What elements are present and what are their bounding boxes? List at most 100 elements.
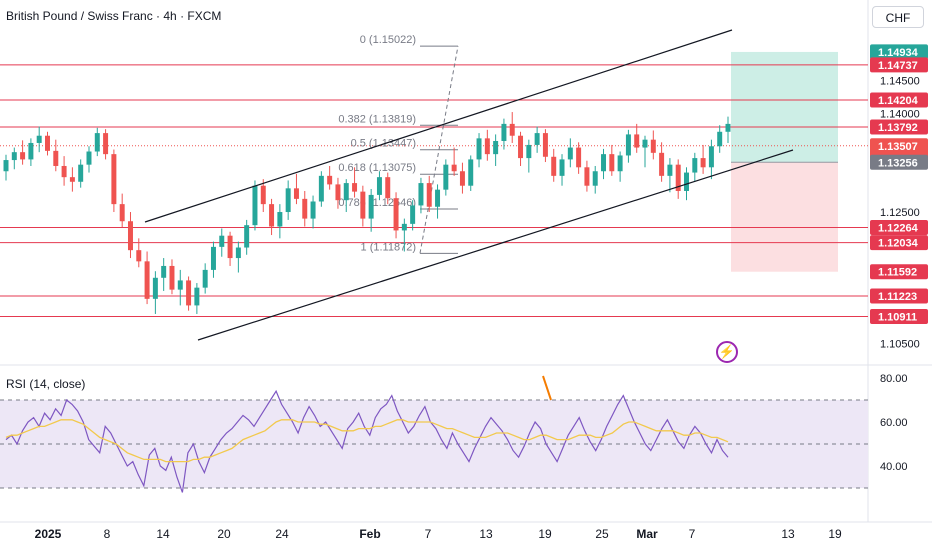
price-label-badge <box>870 92 928 108</box>
candle-body <box>551 156 557 176</box>
candle-body <box>45 135 50 151</box>
candle-body <box>435 189 441 207</box>
candle-body <box>401 223 407 231</box>
candle-body <box>144 261 150 299</box>
fib-trend-line <box>419 46 459 254</box>
candle-body <box>468 159 474 186</box>
candle-body <box>169 265 175 290</box>
candle-body <box>119 204 125 222</box>
lightning-icon[interactable]: ⚡ <box>716 341 738 363</box>
price-label-text: 1.12034 <box>878 238 919 250</box>
chart-title: British Pound / Swiss Franc · 4h · FXCM <box>6 9 222 23</box>
candle-body <box>518 135 524 159</box>
candle-body <box>227 235 233 259</box>
candle-body <box>235 247 241 259</box>
candle-body <box>692 158 698 173</box>
candle-body <box>69 177 75 182</box>
price-label-badge <box>870 264 928 280</box>
price-label-badge <box>870 288 928 304</box>
candle-body <box>376 177 382 195</box>
candle-body <box>244 225 250 248</box>
time-axis-tick: 8 <box>104 527 111 541</box>
loss-zone <box>731 162 838 272</box>
price-label-badge <box>870 309 928 325</box>
time-axis-tick: 19 <box>828 527 842 541</box>
price-axis-tick: 1.12500 <box>880 207 920 219</box>
candle-body <box>127 221 133 251</box>
candle-body <box>194 287 200 306</box>
fib-level-label: 0.618 (1.13075) <box>338 162 416 174</box>
channel-lower-line <box>197 149 794 341</box>
candle-body <box>3 160 9 172</box>
candle-body <box>625 134 631 156</box>
price-label-text: 1.11592 <box>878 267 917 279</box>
time-axis-tick: 25 <box>595 527 609 541</box>
candle-body <box>28 142 34 160</box>
rsi-axis-tick: 40.00 <box>880 461 908 473</box>
candle-body <box>252 185 258 226</box>
time-axis-tick: Mar <box>636 527 658 541</box>
candle-body <box>352 183 358 192</box>
time-axis-tick: 7 <box>425 527 432 541</box>
candle-body <box>675 164 681 191</box>
candle-body <box>708 146 714 168</box>
candle-body <box>584 167 590 186</box>
candle-body <box>277 212 283 227</box>
candle-body <box>368 194 374 219</box>
candle-body <box>302 198 308 219</box>
candle-body <box>484 138 490 155</box>
time-axis-tick: Feb <box>359 527 380 541</box>
candle-body <box>501 123 507 141</box>
candle-body <box>542 133 548 157</box>
candle-body <box>567 147 573 160</box>
candle-body <box>700 158 706 168</box>
candle-body <box>609 154 615 172</box>
candle-body <box>310 201 316 219</box>
candle-body <box>269 204 275 227</box>
price-label-badge <box>870 44 928 60</box>
candle-body <box>443 164 449 190</box>
candle-body <box>385 177 391 199</box>
candle-body <box>186 280 192 306</box>
time-axis-tick: 13 <box>781 527 795 541</box>
candle-body <box>592 171 598 186</box>
rsi-divergence-marker <box>542 375 552 401</box>
candle-body <box>509 123 515 136</box>
time-axis-tick: 7 <box>689 527 696 541</box>
price-axis-tick: 1.14000 <box>880 108 920 120</box>
candle-body <box>327 175 333 185</box>
candle-body <box>20 152 26 160</box>
price-label-text: 1.13792 <box>878 122 918 134</box>
candle-body <box>476 138 482 160</box>
candle-body <box>426 183 432 207</box>
fib-level-label: 1 (1.11872) <box>361 241 416 253</box>
candle-body <box>576 147 582 168</box>
rsi-ma-line <box>5 419 729 463</box>
rsi-line <box>5 389 729 493</box>
time-axis-tick: 20 <box>217 527 231 541</box>
candle-body <box>634 134 640 148</box>
candle-body <box>36 135 42 143</box>
candle-body <box>725 123 731 132</box>
candle-body <box>360 191 366 219</box>
candle-body <box>601 154 607 172</box>
currency-selector[interactable]: CHF <box>872 6 924 28</box>
candle-body <box>659 152 665 176</box>
candle-body <box>177 280 183 290</box>
candle-body <box>335 184 341 201</box>
time-axis-tick: 14 <box>156 527 170 541</box>
price-label-text: 1.14737 <box>878 60 918 72</box>
candle-body <box>260 185 266 205</box>
candle-body <box>418 183 424 206</box>
candle-body <box>136 250 142 262</box>
candle-body <box>111 154 117 205</box>
candle-body <box>667 164 673 176</box>
candle-body <box>493 140 499 155</box>
candle-body <box>78 164 84 182</box>
candle-body <box>526 144 532 159</box>
price-label-text: 1.11223 <box>878 291 917 303</box>
price-axis-tick: 1.10500 <box>880 339 920 351</box>
price-label-text: 1.13507 <box>878 141 918 153</box>
candle-body <box>152 277 158 299</box>
